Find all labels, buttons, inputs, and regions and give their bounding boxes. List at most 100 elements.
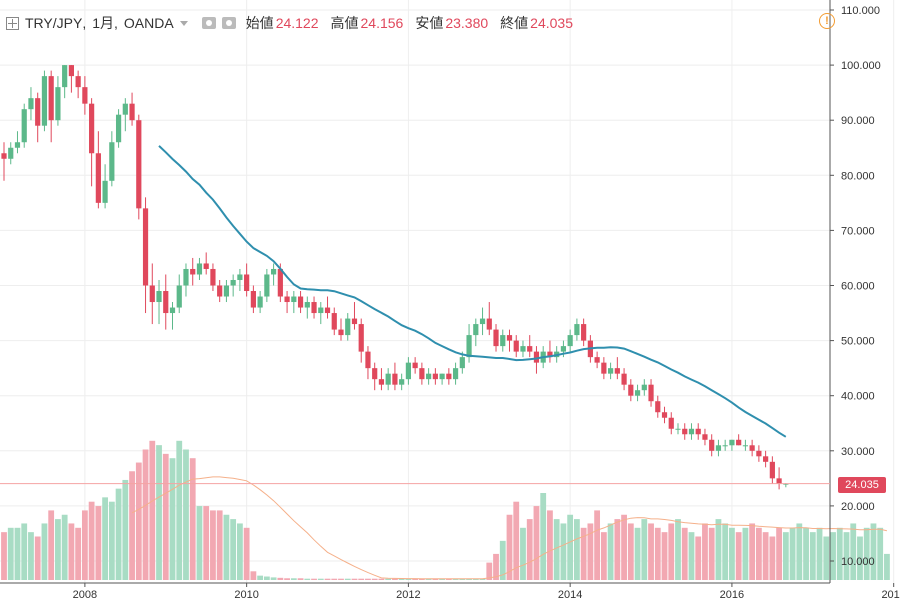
volume-bar bbox=[115, 488, 122, 580]
candle-body bbox=[459, 357, 465, 369]
volume-bar bbox=[290, 578, 297, 580]
candle-body bbox=[136, 120, 142, 209]
y-tick-label: 110.000 bbox=[841, 5, 880, 17]
volume-bar bbox=[466, 578, 472, 580]
candle-body bbox=[149, 285, 155, 303]
last-price-badge: 24.035 bbox=[838, 477, 886, 493]
expand-icon[interactable] bbox=[6, 16, 19, 30]
high-label: 高値 bbox=[330, 15, 359, 31]
volume-bar bbox=[183, 449, 189, 580]
interval-label[interactable]: 1月 bbox=[92, 15, 114, 31]
candle-body bbox=[163, 291, 169, 314]
candles bbox=[1, 65, 789, 490]
eye-icon[interactable] bbox=[201, 17, 216, 29]
candle-body bbox=[115, 114, 122, 143]
volume-bar bbox=[708, 527, 715, 580]
volume-bar bbox=[755, 527, 762, 580]
candle-body bbox=[709, 439, 715, 451]
volume-bar bbox=[863, 527, 870, 580]
volume-bar bbox=[816, 527, 823, 580]
volume-bar bbox=[371, 578, 378, 580]
volume-bar bbox=[648, 523, 654, 580]
candle-body bbox=[264, 274, 270, 297]
volume-bar bbox=[688, 532, 695, 580]
candle-body bbox=[628, 384, 634, 396]
volume-bar bbox=[7, 527, 14, 580]
x-tick-label: 2012 bbox=[396, 589, 420, 601]
volume-bar bbox=[418, 578, 425, 580]
candle-body bbox=[648, 384, 654, 402]
candle-body bbox=[641, 384, 647, 391]
volume-bar bbox=[14, 527, 21, 580]
candle-body bbox=[405, 362, 411, 380]
candle-body bbox=[567, 335, 573, 347]
candle-body bbox=[722, 445, 728, 447]
candle-body bbox=[142, 208, 149, 286]
x-tick-label: 2016 bbox=[720, 589, 744, 601]
candle-body bbox=[250, 291, 256, 308]
volume-bar bbox=[122, 479, 129, 580]
volume-bar bbox=[48, 510, 55, 580]
candle-body bbox=[520, 346, 526, 352]
candle-body bbox=[8, 147, 14, 159]
candle-body bbox=[14, 142, 21, 148]
candle-body bbox=[419, 368, 425, 380]
volume-bar bbox=[405, 578, 412, 580]
candle-body bbox=[203, 263, 209, 269]
volume-bar bbox=[331, 578, 338, 580]
volume-bar bbox=[884, 553, 890, 580]
y-tick-label: 70.000 bbox=[841, 225, 875, 237]
volume-bar bbox=[263, 576, 270, 580]
volume-ma-line bbox=[131, 476, 888, 580]
source-label[interactable]: OANDA bbox=[123, 15, 174, 31]
volume-bar bbox=[627, 523, 634, 580]
volume-bar bbox=[317, 578, 324, 580]
candle-body bbox=[129, 103, 135, 121]
candle-body bbox=[763, 456, 769, 462]
volume-bar bbox=[506, 514, 513, 580]
volume-bar bbox=[392, 578, 398, 580]
settings-icon[interactable] bbox=[221, 17, 236, 29]
candle-body bbox=[345, 318, 351, 336]
volume-bar bbox=[324, 578, 331, 580]
volume-bar bbox=[459, 578, 466, 580]
y-tick-label: 30.000 bbox=[841, 446, 875, 458]
candle-body bbox=[358, 324, 364, 352]
volume-bar bbox=[344, 578, 351, 580]
y-tick-label: 20.000 bbox=[841, 501, 875, 513]
volume-bar bbox=[621, 514, 627, 580]
volume-bar bbox=[574, 519, 580, 580]
candle-body bbox=[385, 373, 391, 385]
candle-body bbox=[749, 445, 755, 451]
candle-body bbox=[1, 153, 7, 159]
volume-bar bbox=[250, 571, 257, 580]
volume-bar bbox=[297, 578, 304, 580]
candle-body bbox=[41, 76, 48, 126]
candle-body bbox=[742, 445, 748, 447]
volume-bar bbox=[28, 532, 34, 580]
volume-bar bbox=[661, 532, 668, 580]
volume-bar bbox=[877, 527, 884, 580]
volume-bar bbox=[749, 523, 756, 580]
candle-body bbox=[776, 478, 782, 484]
alert-icon[interactable]: ! bbox=[819, 13, 835, 29]
candle-body bbox=[169, 307, 176, 314]
volume-bar bbox=[385, 578, 392, 580]
candle-body bbox=[35, 98, 41, 126]
candle-body bbox=[439, 373, 445, 380]
volume-bar bbox=[540, 493, 547, 580]
chevron-down-icon[interactable] bbox=[179, 20, 188, 26]
volume-bar bbox=[237, 523, 243, 580]
high-value: 24.156 bbox=[360, 15, 404, 31]
symbol-label[interactable]: TRY/JPY bbox=[25, 15, 83, 31]
candle-body bbox=[614, 368, 620, 374]
volume-bar bbox=[580, 527, 587, 580]
volume-bar bbox=[782, 532, 789, 580]
volume-bar bbox=[789, 527, 796, 580]
volume-bar bbox=[55, 519, 61, 580]
candle-body bbox=[109, 142, 115, 181]
volume-bar bbox=[398, 578, 405, 580]
